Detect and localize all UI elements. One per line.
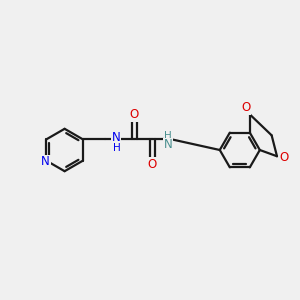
Text: H: H — [164, 131, 172, 142]
Text: H: H — [113, 142, 121, 153]
Text: O: O — [242, 101, 251, 114]
Text: N: N — [112, 131, 121, 144]
Text: O: O — [280, 151, 289, 164]
Text: O: O — [148, 158, 157, 171]
Text: N: N — [164, 138, 173, 151]
Text: O: O — [130, 108, 139, 121]
Text: N: N — [41, 155, 50, 168]
